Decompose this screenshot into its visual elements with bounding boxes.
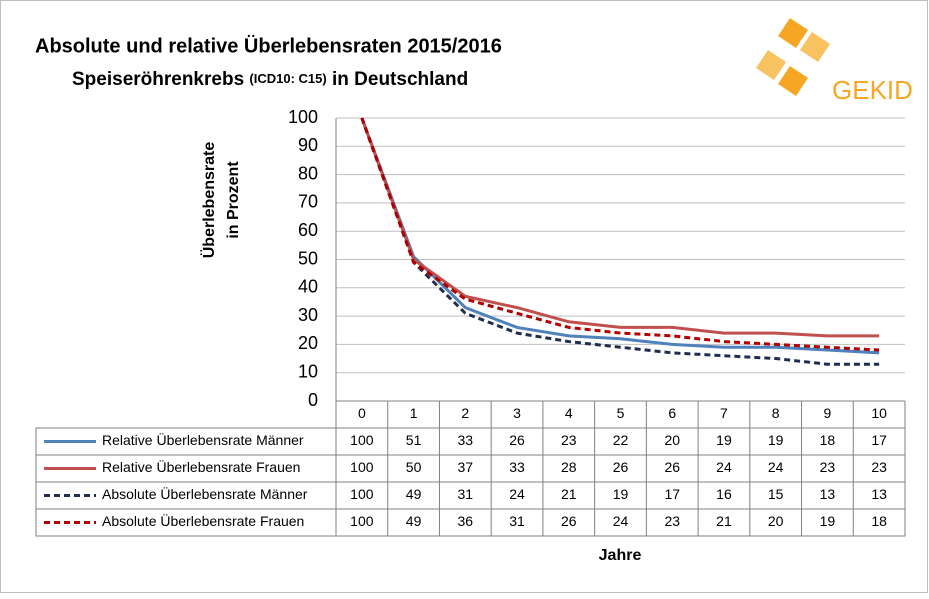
- table-value: 28: [561, 459, 577, 475]
- y-axis-label: in Prozent: [225, 161, 242, 239]
- series-line: [360, 117, 880, 352]
- table-value: 23: [664, 513, 680, 529]
- table-value: 13: [820, 486, 836, 502]
- table-value: 20: [768, 513, 784, 529]
- table-value: 13: [871, 486, 887, 502]
- table-value: 31: [509, 513, 525, 529]
- y-tick-label: 30: [298, 305, 318, 325]
- y-tick-label: 40: [298, 277, 318, 297]
- table-value: 18: [871, 513, 887, 529]
- table-value: 21: [561, 486, 577, 502]
- table-value: 36: [458, 513, 474, 529]
- x-tick-label: 4: [565, 405, 573, 421]
- y-tick-label: 50: [298, 248, 318, 268]
- table-value: 23: [820, 459, 836, 475]
- y-tick-label: 10: [298, 361, 318, 381]
- table-value: 37: [458, 459, 474, 475]
- table-value: 26: [613, 459, 629, 475]
- chart-subtitle: Speiseröhrenkrebs (ICD10: C15) in Deutsc…: [72, 69, 468, 90]
- x-tick-label: 2: [461, 405, 469, 421]
- x-tick-label: 7: [720, 405, 728, 421]
- x-tick-label: 0: [358, 405, 366, 421]
- table-value: 49: [406, 486, 422, 502]
- table-value: 23: [561, 432, 577, 448]
- y-tick-label: 70: [298, 192, 318, 212]
- table-value: 24: [768, 459, 784, 475]
- table-value: 15: [768, 486, 784, 502]
- table-value: 24: [716, 459, 732, 475]
- table-value: 26: [561, 513, 577, 529]
- y-tick-label: 0: [308, 390, 318, 410]
- subtitle-part: in Deutschland: [332, 69, 468, 90]
- y-tick-label: 20: [298, 333, 318, 353]
- table-value: 33: [509, 459, 525, 475]
- legend-label: Absolute Überlebensrate Frauen: [102, 512, 304, 529]
- series-line: [360, 117, 880, 366]
- series-line: [360, 117, 880, 355]
- x-tick-label: 3: [513, 405, 521, 421]
- table-value: 51: [406, 432, 422, 448]
- y-axis-label: Überlebensrate: [199, 142, 218, 259]
- logo: GEKID: [756, 18, 913, 105]
- table-value: 26: [664, 459, 680, 475]
- table-value: 26: [509, 432, 525, 448]
- y-tick-label: 80: [298, 163, 318, 183]
- table-value: 31: [458, 486, 474, 502]
- legend-label: Absolute Überlebensrate Männer: [102, 485, 308, 502]
- table-value: 19: [716, 432, 732, 448]
- x-axis-label: Jahre: [599, 547, 642, 564]
- y-tick-label: 60: [298, 220, 318, 240]
- table-value: 100: [350, 513, 374, 529]
- x-tick-label: 10: [871, 405, 887, 421]
- table-value: 19: [613, 486, 629, 502]
- y-tick-label: 100: [288, 107, 318, 127]
- table-value: 18: [820, 432, 836, 448]
- table-value: 100: [350, 432, 374, 448]
- subtitle-part: Speiseröhrenkrebs: [72, 69, 244, 90]
- table-value: 23: [871, 459, 887, 475]
- table-value: 16: [716, 486, 732, 502]
- table-value: 100: [350, 459, 374, 475]
- table-value: 22: [613, 432, 629, 448]
- subtitle-code: (ICD10: C15): [249, 71, 326, 86]
- chart-title: Absolute und relative Überlebensraten 20…: [35, 34, 502, 57]
- table-value: 24: [613, 513, 629, 529]
- x-tick-label: 1: [410, 405, 418, 421]
- x-tick-label: 5: [617, 405, 625, 421]
- x-tick-label: 6: [668, 405, 676, 421]
- legend-label: Relative Überlebensrate Frauen: [102, 458, 300, 475]
- table-value: 21: [716, 513, 732, 529]
- series-line: [360, 117, 880, 338]
- table-value: 33: [458, 432, 474, 448]
- table-value: 49: [406, 513, 422, 529]
- table-value: 19: [820, 513, 836, 529]
- table-value: 100: [350, 486, 374, 502]
- table-value: 50: [406, 459, 422, 475]
- logo-text: GEKID: [832, 75, 913, 105]
- table-value: 24: [509, 486, 525, 502]
- table-value: 19: [768, 432, 784, 448]
- x-tick-label: 9: [824, 405, 832, 421]
- y-tick-label: 90: [298, 135, 318, 155]
- x-tick-label: 8: [772, 405, 780, 421]
- table-value: 17: [664, 486, 680, 502]
- table-value: 20: [664, 432, 680, 448]
- table-value: 17: [871, 432, 887, 448]
- legend-label: Relative Überlebensrate Männer: [102, 431, 304, 448]
